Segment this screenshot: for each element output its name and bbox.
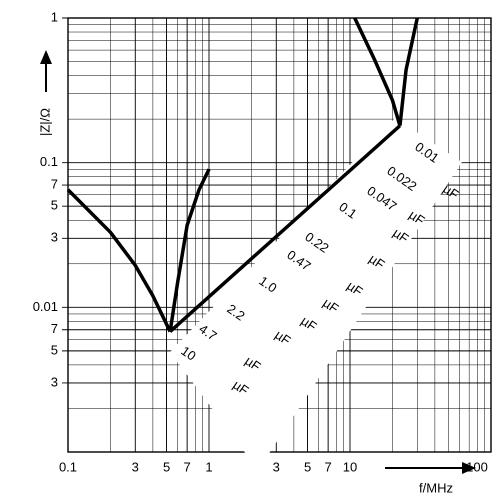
y-tick-label: 3 [51,230,58,245]
x-tick-label: 1 [205,459,212,474]
curve [168,124,402,333]
x-tick-label: 100 [466,459,488,474]
label-band [170,118,462,470]
y-tick-label: 7 [51,321,58,336]
curve [66,188,172,333]
capacitance-unit: µF [366,251,387,272]
capacitance-unit: µF [272,327,293,348]
capacitance-unit: µF [344,278,365,299]
capacitance-unit: µF [230,377,251,398]
x-tick-label: 3 [132,459,139,474]
y-axis-label: |Z|/Ω [37,108,52,136]
y-arrow-head [40,50,52,64]
y-tick-label: 5 [51,198,58,213]
x-tick-label: 10 [343,459,357,474]
x-tick-label: 5 [163,459,170,474]
curve [398,17,419,126]
y-tick-label: 1 [51,9,58,24]
x-tick-label: 5 [304,459,311,474]
capacitance-unit: µF [406,207,427,228]
capacitance-unit: µF [390,225,411,246]
x-tick-label: 3 [273,459,280,474]
y-tick-label: 3 [51,374,58,389]
capacitance-unit: µF [298,313,319,334]
capacitance-unit: µF [440,181,461,202]
x-tick-label: 0.1 [59,459,77,474]
curve [353,17,402,127]
x-arrow-head [462,462,476,474]
y-tick-label: 0.1 [40,154,58,169]
capacitance-unit: µF [320,295,341,316]
capacitance-unit: µF [242,353,263,374]
y-tick-label: 0.01 [33,299,58,314]
capacitance-label: 10 [178,343,198,364]
curve [168,168,211,332]
x-tick-label: 7 [184,459,191,474]
y-tick-label: 7 [51,177,58,192]
x-axis-label: f/MHz [419,480,453,495]
x-tick-label: 7 [325,459,332,474]
y-tick-label: 5 [51,342,58,357]
plot-frame [67,17,492,453]
